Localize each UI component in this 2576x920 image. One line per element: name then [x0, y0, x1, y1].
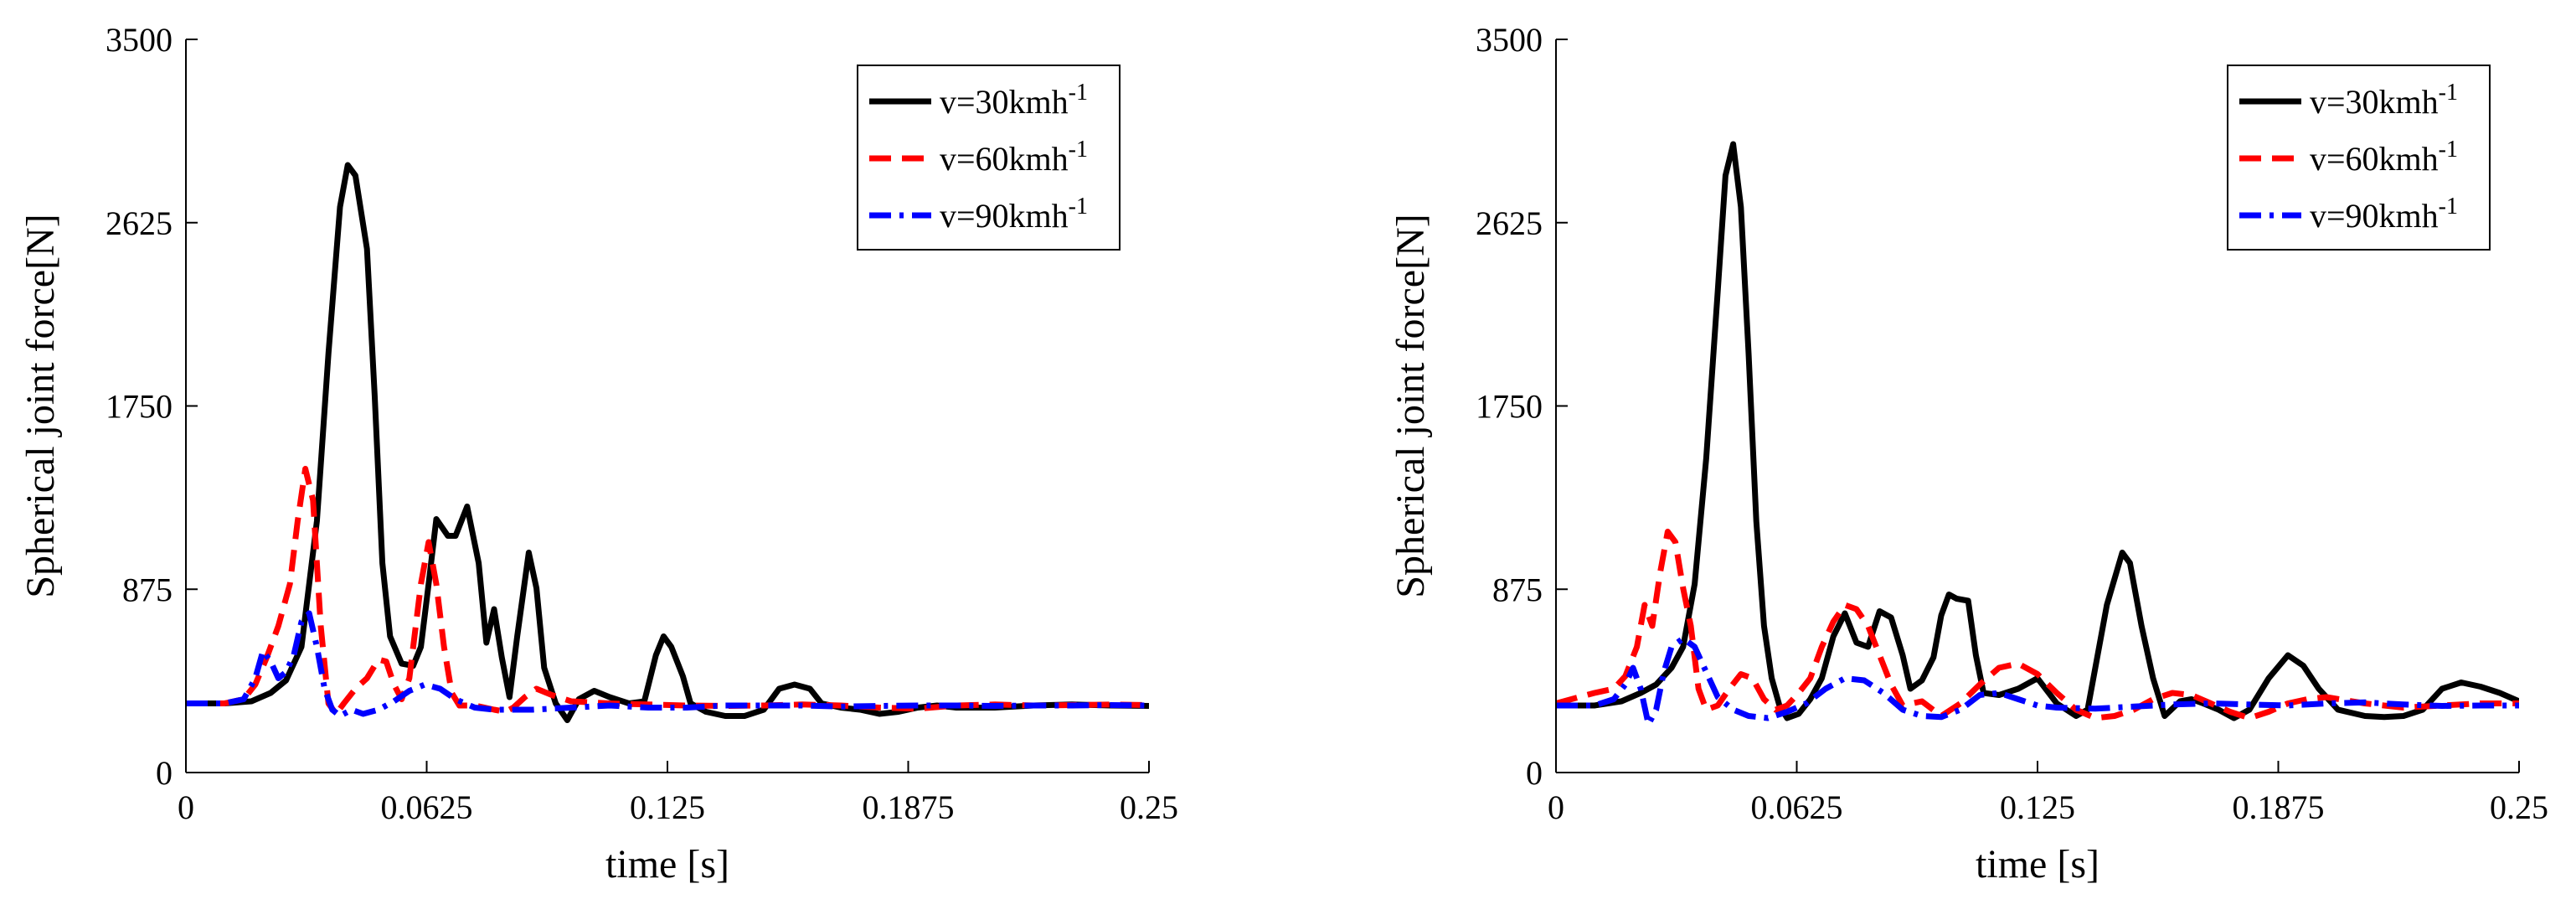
y-axis-label: Spherical joint force[N]: [18, 214, 63, 597]
legend-box: [2227, 65, 2491, 251]
x-tick-label: 0.125: [630, 788, 705, 826]
series-line-1: [186, 162, 1149, 723]
y-tick-label: 1750: [1476, 388, 1543, 426]
x-tick-label: 0.1875: [2233, 788, 2325, 826]
x-tick-label: 0.1875: [863, 788, 955, 826]
x-tick-label: 0: [1548, 788, 1564, 826]
legend: v=30kmh-1 v=60kmh-1 v=90kmh-1: [2227, 65, 2491, 251]
x-axis-label: time [s]: [1976, 842, 2099, 886]
chart-panel-right: 0 0.0625 0.125 0.1875 0.25 0 875 1750 2625 3500 ti…: [1388, 21, 2548, 886]
series-line-2: [1556, 529, 2519, 721]
x-tick-label: 0: [178, 788, 194, 826]
series-line-2: [186, 466, 1149, 717]
y-tick-label: 1750: [106, 388, 173, 426]
x-tick-label: 0.0625: [1751, 788, 1843, 826]
y-axis-label: Spherical joint force[N]: [1388, 214, 1433, 597]
legend-label-1: v=30kmh-1: [940, 80, 1088, 121]
y-tick-label: 3500: [1476, 21, 1543, 59]
legend-label-3: v=90kmh-1: [940, 194, 1088, 235]
legend-label-1: v=30kmh-1: [2310, 80, 2458, 121]
series-line-3: [186, 610, 1149, 719]
x-tick-label: 0.0625: [381, 788, 473, 826]
legend-label-2: v=60kmh-1: [940, 137, 1088, 178]
y-tick-label: 2625: [1476, 204, 1543, 242]
series-group: [186, 162, 1149, 723]
x-tick-label: 0.25: [2490, 788, 2548, 826]
series-line-1: [1556, 141, 2519, 721]
x-axis-label: time [s]: [605, 842, 729, 886]
legend-label-3: v=90kmh-1: [2310, 194, 2458, 235]
y-tick-label: 0: [1526, 754, 1543, 792]
y-tick-label: 2625: [106, 204, 173, 242]
legend-box: [857, 65, 1121, 251]
y-tick-label: 0: [156, 754, 173, 792]
x-tick-label: 0.125: [2000, 788, 2075, 826]
series-line-3: [1556, 635, 2519, 727]
series-group: [1556, 141, 2519, 727]
y-tick-label: 3500: [106, 21, 173, 59]
y-tick-label: 875: [1492, 571, 1543, 608]
legend: v=30kmh-1 v=60kmh-1 v=90kmh-1: [857, 65, 1121, 251]
chart-panel-left: 0 0.0625 0.125 0.1875 0.25 0 875 1750 2625 3500 ti…: [18, 21, 1178, 886]
legend-label-2: v=60kmh-1: [2310, 137, 2458, 178]
x-tick-label: 0.25: [1120, 788, 1178, 826]
y-tick-label: 875: [122, 571, 173, 608]
